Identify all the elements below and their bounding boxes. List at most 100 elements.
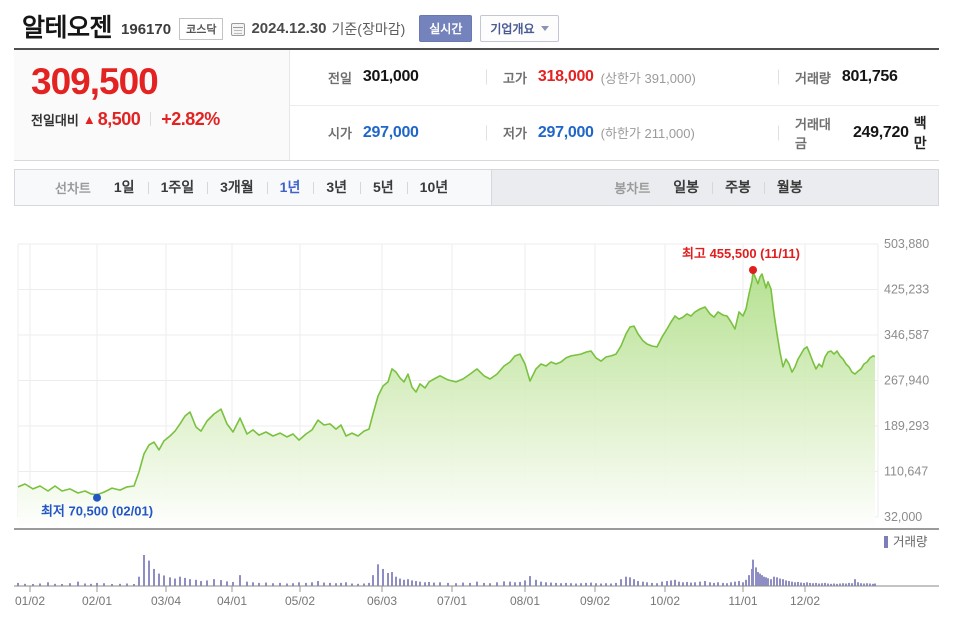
volume-bar: [119, 583, 121, 586]
volume-bar: [407, 579, 409, 586]
volume-label: 거래량: [795, 70, 831, 86]
quote-date: 2024.12.30: [251, 20, 327, 37]
tab-3month[interactable]: 3개월: [207, 170, 267, 205]
volume-bar: [483, 582, 485, 586]
volume-bar: [755, 567, 757, 586]
summary-panel: 309,500 전일대비 ▲ 8,500 +2.82% 전일 301,000 고…: [14, 48, 939, 161]
volume-bar: [833, 583, 835, 586]
volume-bar: [788, 581, 790, 586]
x-axis-label: 03/04: [151, 594, 181, 608]
volume-bar: [476, 581, 478, 586]
volume-bar: [765, 577, 767, 586]
volume-bar: [682, 582, 684, 586]
volume-bar: [770, 579, 772, 586]
volume-bar: [590, 582, 592, 586]
x-axis-label: 08/01: [510, 594, 540, 608]
volume-bar: [174, 578, 176, 586]
volume-bar: [874, 583, 876, 586]
volume-value: 801,756: [841, 68, 898, 86]
volume-bar: [61, 584, 63, 586]
x-axis-label: 09/02: [580, 594, 610, 608]
volume-bar: [666, 581, 668, 586]
tab-5year[interactable]: 5년: [360, 170, 407, 205]
volume-bar: [839, 583, 841, 586]
volume-bar: [717, 582, 719, 586]
tab-3year[interactable]: 3년: [313, 170, 360, 205]
change-percent: +2.82%: [161, 108, 220, 129]
volume-bar: [111, 584, 113, 586]
volume-bar: [773, 576, 775, 586]
volume-bar: [323, 582, 325, 586]
volume-bar: [827, 583, 829, 586]
tab-1week[interactable]: 1주일: [148, 170, 208, 205]
volume-bar: [368, 582, 370, 586]
tab-1year[interactable]: 1년: [267, 170, 314, 205]
volume-bar: [419, 581, 421, 586]
volume-bar: [213, 579, 215, 586]
company-overview-button[interactable]: 기업개요: [480, 14, 559, 42]
volume-bar: [670, 580, 672, 586]
volume-bar: [189, 579, 191, 586]
volume-bar: [863, 583, 865, 586]
volume-bar: [292, 583, 294, 586]
tab-daily-candle[interactable]: 일봉: [673, 179, 700, 195]
volume-bar: [179, 576, 181, 586]
volume-bar: [560, 583, 562, 586]
volume-bar: [47, 582, 49, 586]
volume-bar: [742, 582, 744, 586]
volume-bar: [519, 581, 521, 586]
volume-bar: [447, 582, 449, 586]
volume-bar: [570, 583, 572, 586]
volume-bar: [24, 583, 26, 586]
volume-bar: [84, 583, 86, 586]
price-change-row: 전일대비 ▲ 8,500 +2.82%: [31, 109, 289, 130]
volume-bar: [767, 578, 769, 586]
tab-10year[interactable]: 10년: [407, 170, 461, 205]
volume-bar: [153, 568, 155, 586]
volume-bar: [286, 583, 288, 586]
volume-bar: [690, 582, 692, 586]
stock-code: 196170: [121, 20, 172, 38]
volume-bar: [860, 583, 862, 586]
volume-bar: [734, 581, 736, 586]
volume-bar: [651, 582, 653, 586]
tab-monthly-candle[interactable]: 월봉: [764, 170, 816, 205]
volume-bar: [311, 582, 313, 586]
volume-bar: [615, 582, 617, 586]
volume-bar: [387, 572, 389, 586]
realtime-button[interactable]: 실시간: [419, 14, 473, 42]
x-axis-label: 04/01: [217, 594, 247, 608]
volume-bar: [17, 582, 19, 586]
page-title: 알테오젠: [22, 14, 113, 42]
volume-bar: [738, 581, 740, 586]
y-axis-label: 32,000: [884, 510, 922, 524]
upper-limit-value: (상한가 391,000): [600, 70, 696, 86]
chart-tab-bar: 선차트 1일 1주일 3개월 1년 3년 5년 10년 봉차트 일봉 주봉 월봉: [14, 169, 939, 206]
volume-bar: [794, 582, 796, 586]
volume-bar: [32, 584, 34, 586]
y-axis-label: 346,587: [884, 328, 929, 342]
volume-bar: [704, 581, 706, 586]
volume-bar: [869, 583, 871, 586]
volume-bar: [763, 576, 765, 586]
volume-bar: [462, 582, 464, 586]
volume-bar: [842, 583, 844, 586]
line-chart-group-label: 선차트: [55, 181, 91, 196]
tab-1day[interactable]: 1일: [113, 179, 135, 195]
volume-bar: [857, 582, 859, 586]
day-high-cell: 고가 318,000 (상한가 391,000): [486, 68, 778, 87]
volume-bar: [629, 577, 631, 586]
volume-bar: [252, 582, 254, 586]
change-value: 8,500: [97, 108, 141, 129]
low-point-marker: [93, 493, 101, 502]
volume-bar: [69, 583, 71, 586]
volume-bar: [757, 572, 759, 586]
tab-weekly-candle[interactable]: 주봉: [712, 170, 764, 205]
volume-bar: [363, 583, 365, 586]
volume-bar: [90, 583, 92, 586]
volume-bar: [265, 582, 267, 586]
volume-bar: [776, 577, 778, 586]
volume-bar: [138, 576, 140, 586]
volume-bar: [575, 583, 577, 586]
volume-bar: [545, 582, 547, 586]
